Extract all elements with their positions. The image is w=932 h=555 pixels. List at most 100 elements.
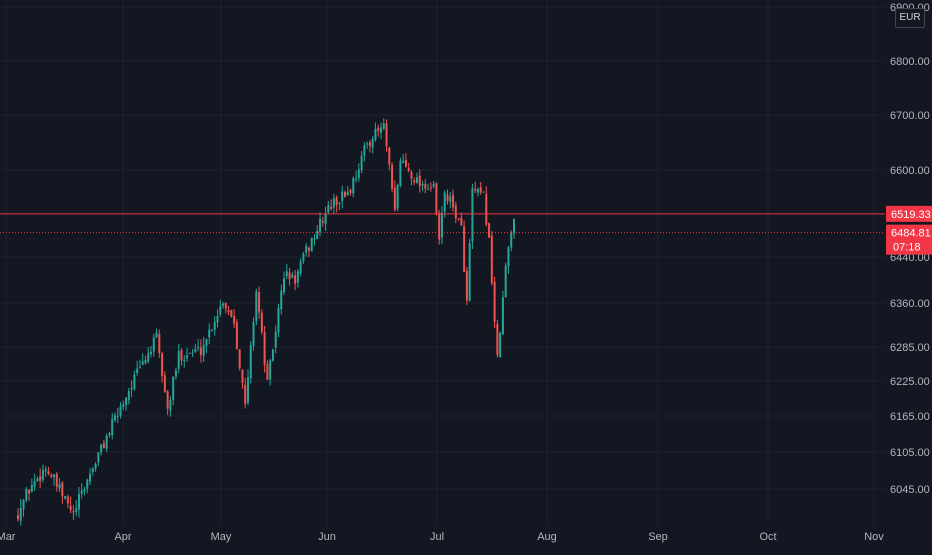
x-tick-label: Nov <box>864 531 884 543</box>
currency-selector[interactable]: EUR <box>895 8 925 28</box>
candle-body <box>105 435 108 449</box>
candle-body <box>188 352 191 354</box>
candle-body <box>366 143 369 145</box>
candle-body <box>119 406 122 416</box>
bid-price-badge <box>886 224 932 255</box>
candle-body <box>235 322 238 349</box>
candle-body <box>363 145 366 156</box>
candle-body <box>385 123 388 147</box>
candle-body <box>233 315 236 324</box>
candle-body <box>313 238 316 240</box>
candle-body <box>158 334 161 354</box>
candle-body <box>490 235 493 284</box>
candle-body <box>410 172 413 179</box>
candle-body <box>191 352 194 354</box>
candle-body <box>507 247 510 267</box>
candle-body <box>141 361 144 365</box>
candle-body <box>138 366 141 368</box>
candle-body <box>379 127 382 133</box>
candle-body <box>474 189 477 191</box>
candle-body <box>41 470 44 480</box>
candle-body <box>296 271 299 283</box>
candle-body <box>374 129 377 140</box>
candle-body <box>482 191 485 193</box>
candle-body <box>102 443 105 448</box>
x-tick-label: May <box>211 531 232 543</box>
y-axis[interactable]: 6900.006800.006700.006600.006440.006360.… <box>890 2 930 496</box>
x-axis[interactable]: Mar Apr May Jun Jul Aug Sep Oct Nov <box>0 531 884 543</box>
candle-body <box>460 217 463 226</box>
candle-body <box>388 147 391 165</box>
candle-body <box>302 253 305 262</box>
candle-body <box>393 187 396 210</box>
candle-body <box>47 471 50 474</box>
candle-body <box>249 345 252 379</box>
candle-body <box>122 404 125 407</box>
candle-body <box>352 178 355 194</box>
candle-body <box>341 191 344 202</box>
candle-body <box>427 188 430 190</box>
candle-body <box>485 193 488 225</box>
y-tick-label: 6700.00 <box>890 110 930 122</box>
candle-body <box>479 187 482 193</box>
candle-body <box>377 127 380 131</box>
candle-body <box>368 142 371 146</box>
candle-body <box>463 226 466 272</box>
candle-body <box>260 312 263 332</box>
candle-body <box>418 175 421 187</box>
candle-body <box>274 331 277 348</box>
candle-body <box>219 306 222 315</box>
candle-body <box>17 515 19 520</box>
candle-body <box>53 474 56 478</box>
candle-body <box>75 508 78 512</box>
candle-body <box>488 222 491 238</box>
candle-body <box>338 202 341 204</box>
candle-body <box>396 184 399 209</box>
candle-body <box>127 390 130 401</box>
candle-body <box>346 191 349 196</box>
candle-body <box>399 160 402 186</box>
x-tick-label: Jun <box>318 531 336 543</box>
candle-body <box>55 473 58 487</box>
x-tick-label: Oct <box>759 531 776 543</box>
candle-body <box>391 164 394 189</box>
candle-body <box>97 452 100 462</box>
candle-body <box>50 474 53 478</box>
x-tick-label: Apr <box>114 531 131 543</box>
candle-body <box>213 321 216 330</box>
candle-body <box>113 415 116 421</box>
candle-body <box>438 212 441 240</box>
candle-body <box>163 375 166 393</box>
candle-body <box>77 494 80 510</box>
candle-body <box>266 364 269 380</box>
candle-body <box>172 376 175 400</box>
candle-body <box>457 218 460 220</box>
candle-body <box>288 272 291 280</box>
candle-body <box>72 511 75 513</box>
candle-body <box>321 220 324 223</box>
candle-body <box>299 261 302 274</box>
y-tick-label: 6045.00 <box>890 484 930 496</box>
candle-body <box>252 322 255 346</box>
candle-body <box>227 310 230 313</box>
candle-body <box>147 353 150 362</box>
candle-body <box>449 196 452 202</box>
candle-body <box>246 377 249 403</box>
candle-body <box>224 303 227 309</box>
candle-body <box>371 138 374 148</box>
candle-body <box>291 274 294 278</box>
candle-body <box>216 315 219 323</box>
last-price-badge <box>886 205 932 222</box>
candle-body <box>39 476 42 482</box>
candle-body <box>404 159 407 167</box>
candle-body <box>166 391 169 409</box>
candle-body <box>424 184 427 189</box>
candle-body <box>335 197 338 206</box>
candle-body <box>258 292 261 313</box>
x-tick-label: Mar <box>0 531 16 543</box>
candle-body <box>150 351 153 355</box>
candle-body <box>349 190 352 193</box>
candle-body <box>421 184 424 186</box>
